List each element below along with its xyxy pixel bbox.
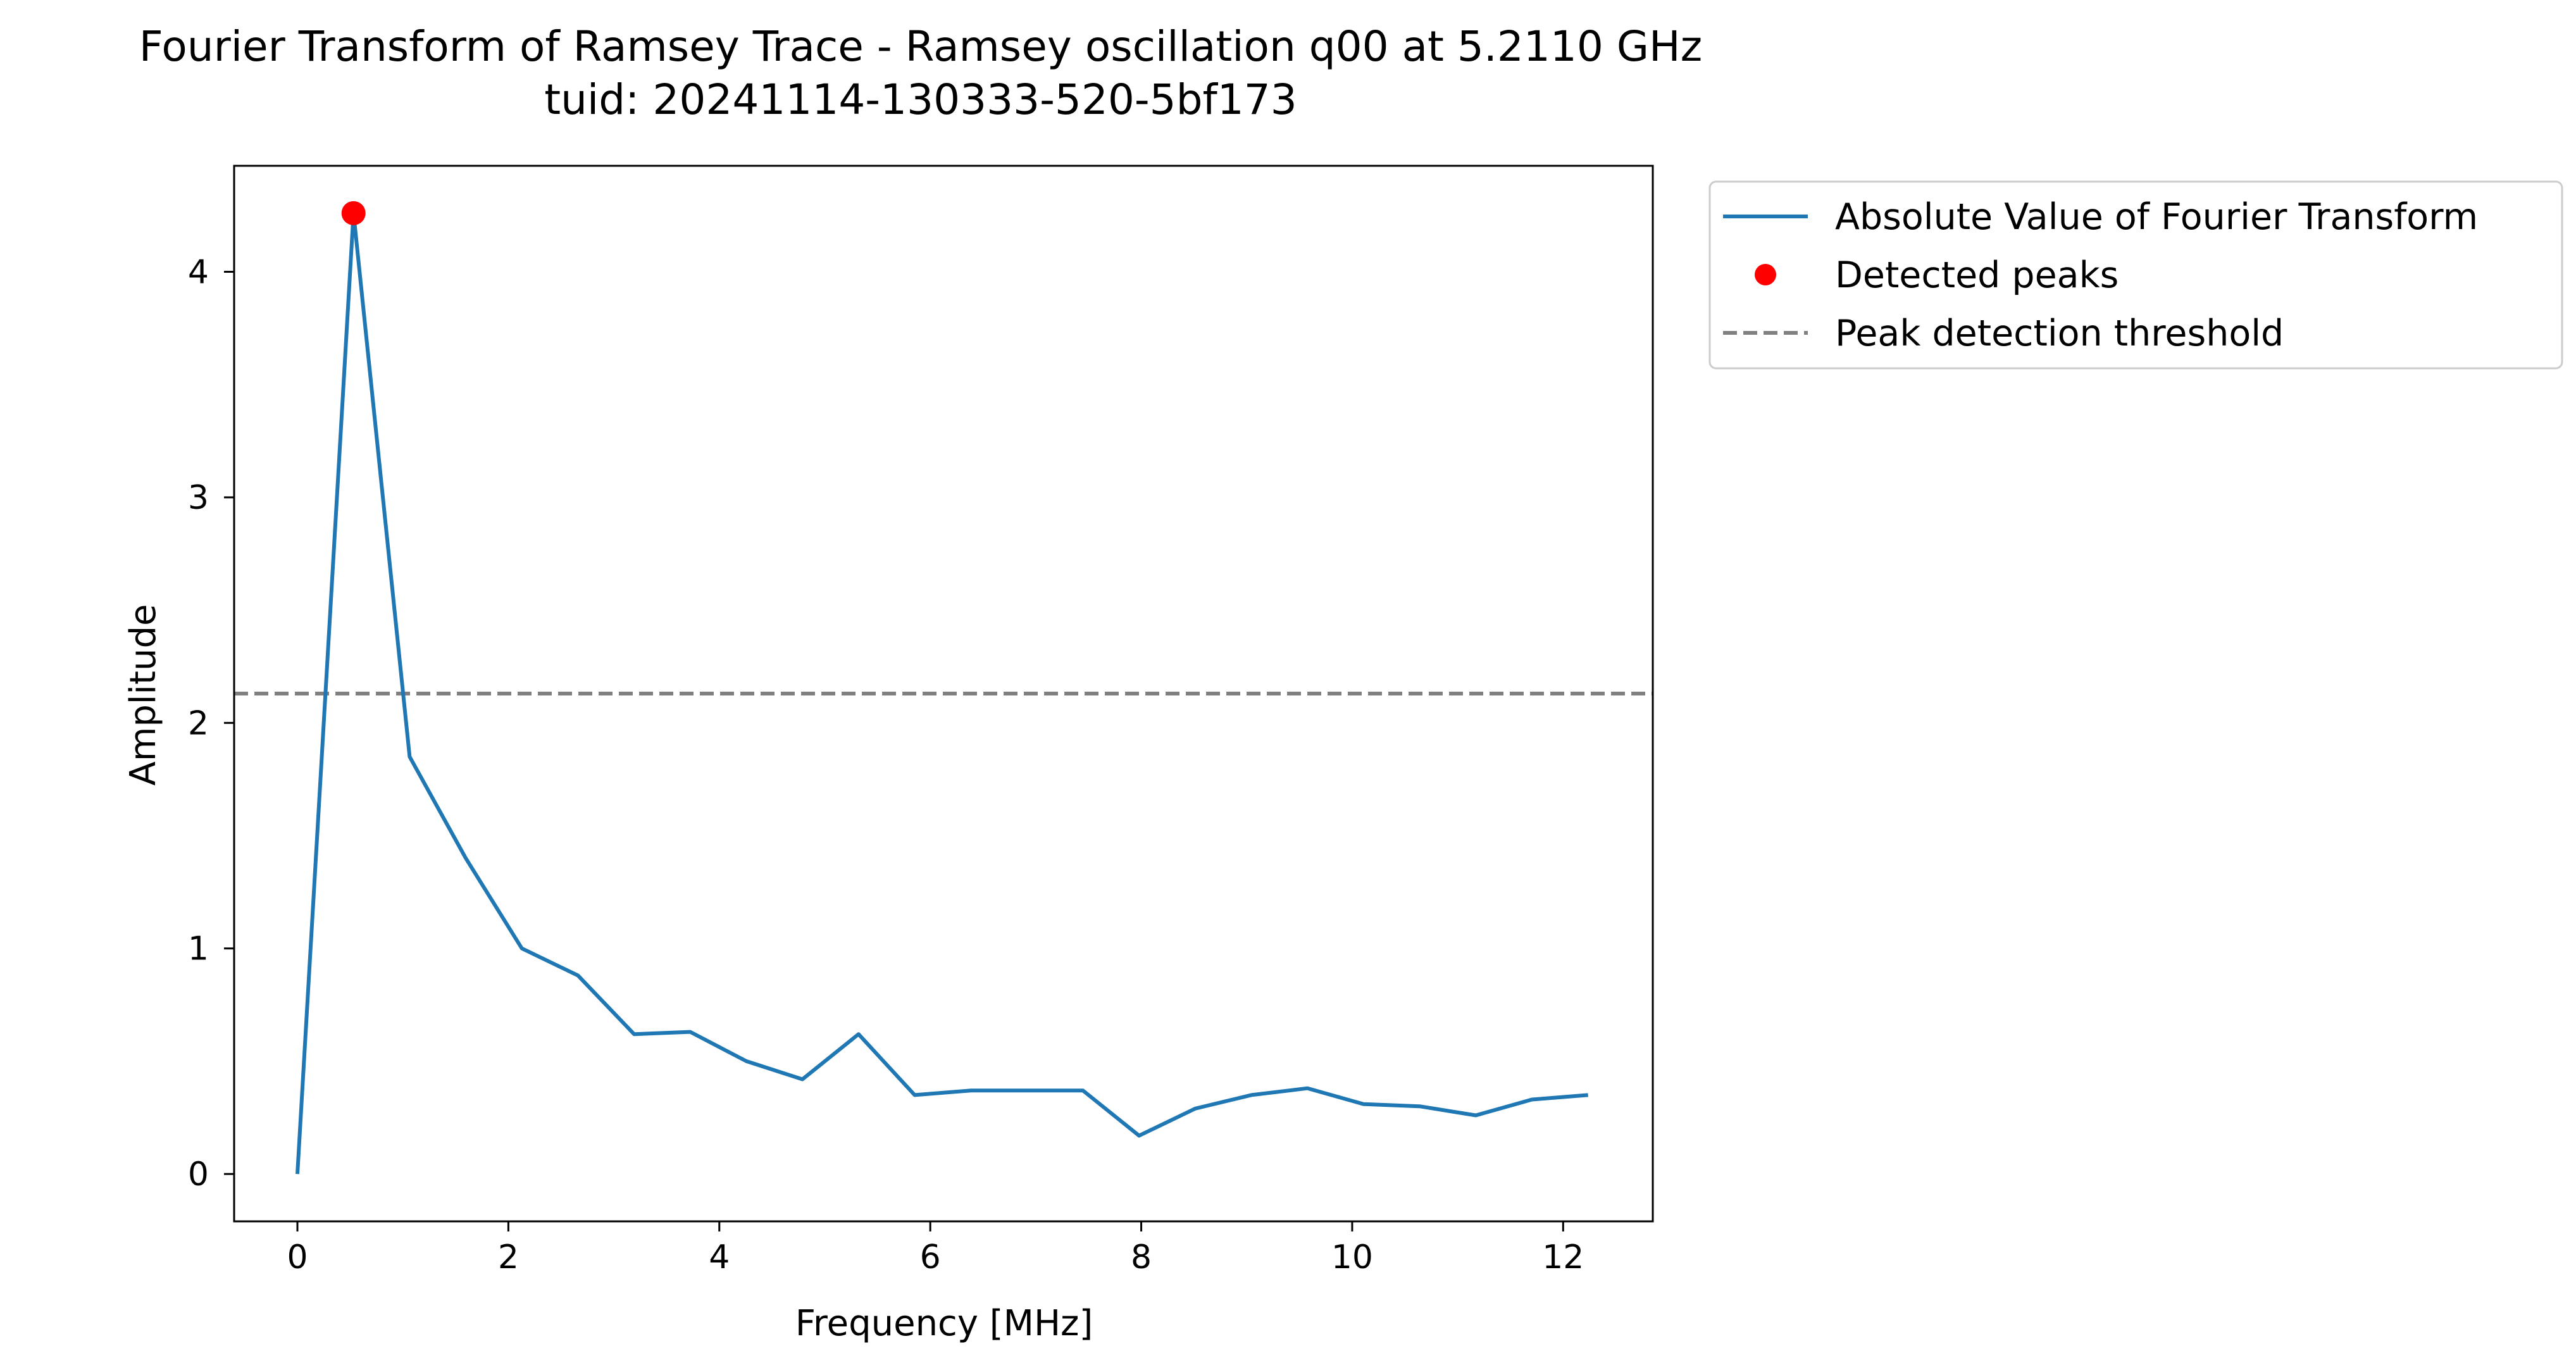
y-axis-label: Amplitude: [123, 604, 164, 786]
x-tick-label: 2: [498, 1238, 519, 1276]
x-tick-label: 12: [1542, 1238, 1584, 1276]
x-tick-label: 4: [709, 1238, 730, 1276]
x-tick-label: 8: [1131, 1238, 1152, 1276]
x-tick-label: 10: [1331, 1238, 1373, 1276]
detected-peak-point: [341, 201, 366, 225]
legend-peak-marker: [1755, 264, 1776, 285]
y-tick-label: 0: [188, 1156, 209, 1194]
y-tick-label: 4: [188, 254, 209, 292]
legend-frame: [1708, 180, 2563, 370]
plot-area: [234, 201, 1653, 1175]
legend: Absolute Value of Fourier Transform Dete…: [1708, 180, 2563, 370]
legend-label-threshold: Peak detection threshold: [1835, 313, 2284, 354]
chart-title: Fourier Transform of Ramsey Trace - Rams…: [139, 22, 1703, 71]
y-tick-label: 1: [188, 930, 209, 968]
x-tick-label: 6: [920, 1238, 941, 1276]
fourier-amplitude-line: [296, 211, 1588, 1175]
legend-label-peaks: Detected peaks: [1835, 254, 2119, 296]
x-tick-label: 0: [287, 1238, 308, 1276]
y-tick-label: 3: [188, 479, 209, 517]
y-tick-label: 2: [188, 704, 209, 742]
x-axis-label: Frequency [MHz]: [795, 1303, 1093, 1344]
chart-subtitle: tuid: 20241114-130333-520-5bf173: [544, 75, 1297, 124]
plot-frame: [233, 165, 1654, 1223]
legend-label-fourier: Absolute Value of Fourier Transform: [1835, 196, 2478, 238]
